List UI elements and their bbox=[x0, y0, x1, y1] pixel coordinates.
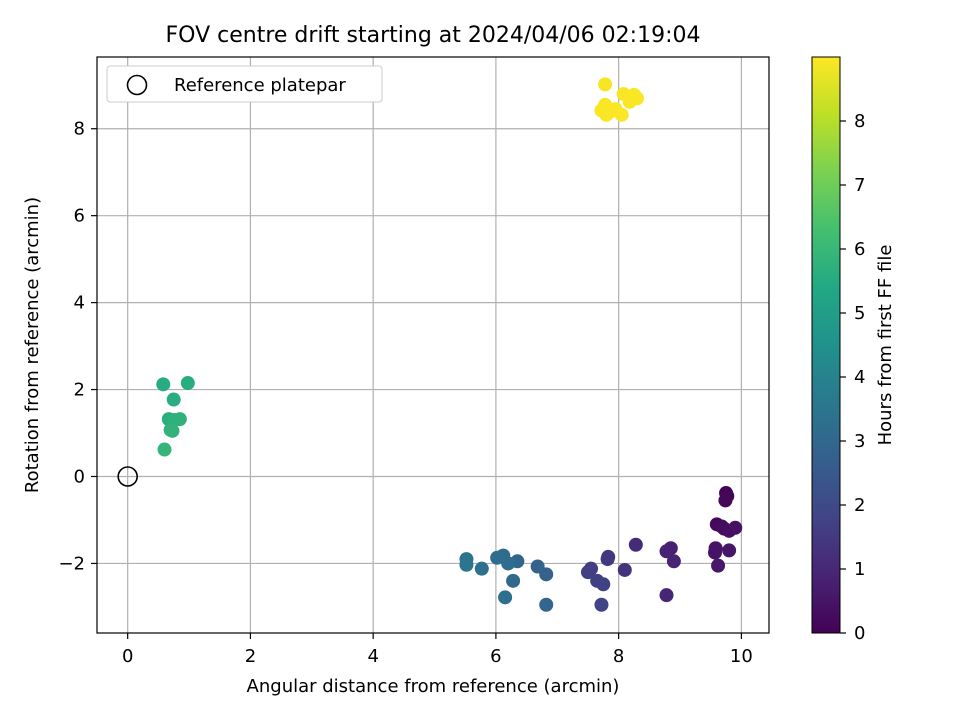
data-point bbox=[722, 543, 737, 558]
data-point bbox=[530, 559, 545, 574]
data-point bbox=[711, 558, 726, 573]
x-tick-label: 10 bbox=[730, 646, 753, 667]
reference-platepar-marker bbox=[117, 466, 138, 487]
data-point bbox=[617, 562, 632, 577]
data-point bbox=[600, 552, 615, 567]
y-tick-label: 0 bbox=[74, 467, 85, 488]
y-tick-label: −2 bbox=[58, 553, 85, 574]
colorbar-ticks: 0 1 2 3 4 5 6 7 8 bbox=[840, 111, 865, 644]
data-point bbox=[490, 550, 505, 565]
data-points bbox=[156, 77, 743, 612]
y-tick-label: 2 bbox=[74, 380, 85, 401]
x-axis-label: Angular distance from reference (arcmin) bbox=[247, 676, 620, 697]
data-point bbox=[596, 577, 611, 592]
grid-lines bbox=[97, 57, 769, 633]
legend: Reference platepar bbox=[106, 65, 383, 103]
data-point bbox=[659, 544, 674, 559]
data-point bbox=[165, 423, 180, 438]
legend-marker-icon bbox=[126, 74, 148, 96]
data-point bbox=[506, 573, 521, 588]
data-point bbox=[166, 392, 181, 407]
data-point bbox=[180, 376, 195, 391]
colorbar-tick-label: 1 bbox=[854, 559, 865, 580]
data-point bbox=[707, 545, 722, 560]
data-point bbox=[659, 588, 674, 603]
x-tick-label: 4 bbox=[367, 646, 378, 667]
data-point bbox=[598, 77, 613, 92]
colorbar-tick-label: 6 bbox=[854, 239, 865, 260]
x-tick-label: 2 bbox=[245, 646, 256, 667]
data-point bbox=[498, 590, 513, 605]
colorbar-tick-label: 5 bbox=[854, 303, 865, 324]
colorbar-gradient bbox=[811, 56, 841, 634]
data-point bbox=[501, 556, 516, 571]
colorbar-tick-label: 0 bbox=[854, 623, 865, 644]
chart-title: FOV centre drift starting at 2024/04/06 … bbox=[166, 23, 701, 48]
y-tick-label: 4 bbox=[74, 293, 85, 314]
data-point bbox=[157, 442, 172, 457]
data-point bbox=[608, 102, 623, 117]
x-tick-label: 0 bbox=[122, 646, 133, 667]
legend-entry-reference-platepar: Reference platepar bbox=[174, 75, 346, 96]
colorbar: 0 1 2 3 4 5 6 7 8 Hours from first FF file bbox=[811, 56, 896, 644]
colorbar-tick-label: 7 bbox=[854, 175, 865, 196]
y-axis-ticks: −2 0 2 4 6 8 bbox=[58, 119, 97, 574]
y-tick-label: 8 bbox=[74, 119, 85, 140]
colorbar-tick-label: 3 bbox=[854, 431, 865, 452]
data-point bbox=[718, 493, 733, 508]
data-point bbox=[622, 94, 637, 109]
y-tick-label: 6 bbox=[74, 206, 85, 227]
data-point bbox=[156, 377, 171, 392]
data-point bbox=[728, 520, 743, 535]
data-point bbox=[628, 537, 643, 552]
colorbar-tick-label: 4 bbox=[854, 367, 865, 388]
plot-frame bbox=[96, 56, 770, 634]
x-tick-label: 8 bbox=[613, 646, 624, 667]
colorbar-tick-label: 2 bbox=[854, 495, 865, 516]
data-point bbox=[666, 554, 681, 569]
x-axis-ticks: 0 2 4 6 8 10 bbox=[122, 633, 753, 667]
data-point bbox=[474, 561, 489, 576]
data-point bbox=[459, 557, 474, 572]
legend-box bbox=[106, 65, 383, 103]
colorbar-label: Hours from first FF file bbox=[875, 245, 896, 446]
data-point bbox=[594, 597, 609, 612]
colorbar-tick-label: 8 bbox=[854, 111, 865, 132]
data-point bbox=[580, 565, 595, 580]
data-point bbox=[172, 412, 187, 427]
x-tick-label: 6 bbox=[490, 646, 501, 667]
data-point bbox=[539, 597, 554, 612]
y-axis-label: Rotation from reference (arcmin) bbox=[22, 197, 43, 493]
